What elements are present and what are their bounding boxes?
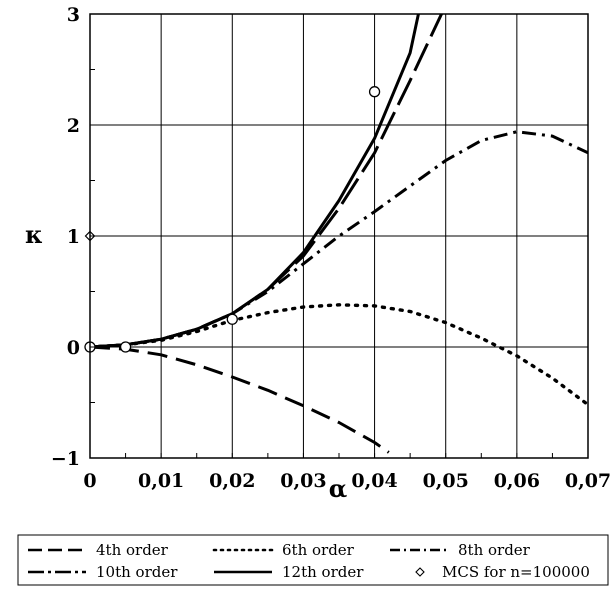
y-tick-label: −1 [51, 448, 80, 470]
legend-label: 8th order [458, 541, 531, 559]
series-line-8th-order [90, 130, 588, 349]
legend-label: 10th order [96, 563, 178, 581]
x-tick-label: 0,01 [138, 470, 184, 492]
x-tick-label: 0,02 [209, 470, 255, 492]
mcs-point-circle [368, 86, 381, 98]
legend-item: MCS for n=100000 [415, 563, 590, 581]
legend-item: 4th order [28, 541, 169, 559]
plot-frame [89, 13, 589, 459]
mcs-point-circle [226, 313, 238, 325]
x-axis-label: α [329, 474, 347, 503]
y-axis-label: κ [25, 220, 43, 249]
y-tick-label: 3 [67, 4, 80, 26]
legend-label: 6th order [282, 541, 355, 559]
legend-marker-diamond [415, 567, 425, 577]
legend-label: 4th order [96, 541, 169, 559]
legend-item: 10th order [28, 563, 178, 581]
markers-layer [84, 86, 381, 353]
y-tick-label: 0 [67, 337, 80, 359]
legend-label: MCS for n=100000 [442, 563, 590, 581]
x-tick-label: 0,04 [351, 470, 397, 492]
series-line-12th-order [90, 14, 420, 349]
mcs-point-circle [119, 341, 132, 353]
x-tick-label: 0,05 [423, 470, 469, 492]
x-tick-label: 0 [83, 470, 96, 492]
x-tick-label: 0,03 [280, 470, 326, 492]
x-tick-label: 0,06 [494, 470, 540, 492]
y-tick-label: 2 [67, 115, 80, 137]
y-tick-label: 1 [67, 226, 80, 248]
legend: 4th order 6th order 8th order 10th order 12t… [17, 534, 609, 586]
legend-item: 8th order [390, 541, 531, 559]
axes [89, 13, 589, 459]
legend-item: 12th order [214, 563, 364, 581]
legend-item: 6th order [212, 541, 355, 559]
series-layer [90, 14, 588, 454]
legend-box [17, 534, 609, 586]
legend-label: 12th order [282, 563, 364, 581]
x-tick-label: 0,07 [565, 470, 611, 492]
